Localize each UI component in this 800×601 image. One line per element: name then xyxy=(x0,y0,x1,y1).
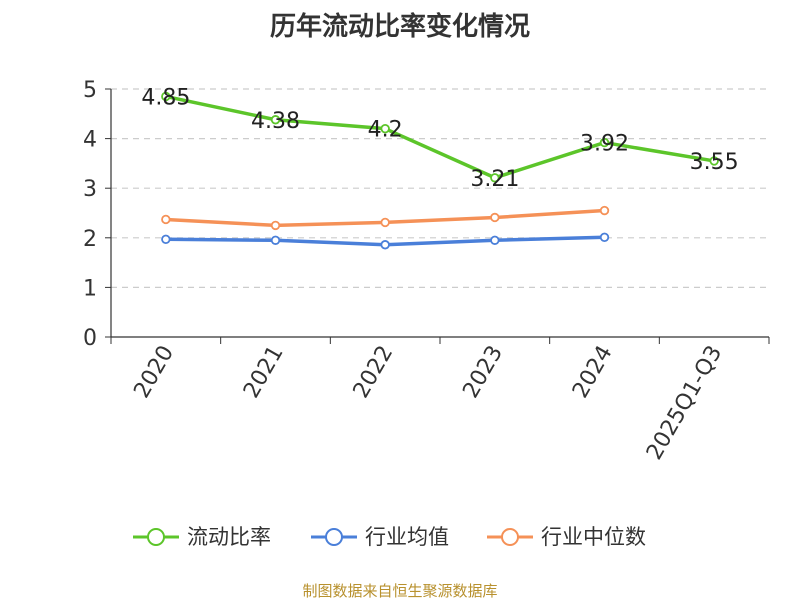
x-tick-label: 2025Q1-Q3 xyxy=(642,342,727,465)
data-point xyxy=(270,115,281,125)
x-tick-label: 2021 xyxy=(239,342,289,403)
legend-label: 流动比率 xyxy=(187,525,271,549)
grid-lines xyxy=(111,88,769,288)
x-tick-label: 2020 xyxy=(129,342,179,403)
x-tick-label: 2023 xyxy=(458,342,508,403)
data-label: 3.92 xyxy=(580,132,629,157)
data-point xyxy=(161,214,171,225)
data-point xyxy=(161,91,171,102)
axes: 0 1 2 3 4 5 2020 2021 2022 2023 2024 2025Q1-Q3 xyxy=(83,78,770,465)
data-label: 3.55 xyxy=(690,150,739,175)
data-label: 3.21 xyxy=(470,167,519,192)
legend-item-industry-mean[interactable]: 行业均值 xyxy=(311,522,471,552)
y-tick-label: 3 xyxy=(83,177,97,202)
data-label: 4.85 xyxy=(141,85,190,110)
data-point xyxy=(490,173,500,183)
legend-item-industry-median[interactable]: 行业中位数 xyxy=(487,522,677,552)
series-lines xyxy=(161,91,719,250)
data-point xyxy=(270,235,281,245)
data-point xyxy=(380,217,390,228)
data-point xyxy=(380,240,390,250)
source-note: 制图数据来自恒生聚源数据库 xyxy=(302,582,498,600)
legend-label: 行业中位数 xyxy=(541,525,646,549)
y-tick-label: 1 xyxy=(83,276,97,301)
data-label: 4.2 xyxy=(368,118,403,143)
y-tick-label: 2 xyxy=(83,227,97,252)
x-tick-label: 2024 xyxy=(568,342,618,403)
data-point xyxy=(161,234,171,244)
y-tick-label: 0 xyxy=(83,326,97,351)
series-line xyxy=(165,94,715,180)
y-tick-label: 5 xyxy=(83,78,97,103)
x-tick-label: 2022 xyxy=(349,342,399,403)
data-point xyxy=(490,212,500,223)
data-point xyxy=(599,137,610,148)
data-point xyxy=(599,205,610,216)
data-point xyxy=(709,156,719,166)
data-point xyxy=(270,220,281,231)
data-labels: 4.85 4.38 4.2 3.21 3.92 3.55 xyxy=(141,85,738,191)
data-point xyxy=(380,123,390,134)
y-tick-label: 4 xyxy=(83,128,97,153)
data-label: 4.38 xyxy=(251,109,300,134)
legend-line-marker xyxy=(133,528,179,546)
data-point xyxy=(599,232,610,243)
legend-label: 行业均值 xyxy=(365,525,449,549)
data-point xyxy=(490,235,500,245)
legend-line-marker xyxy=(487,528,533,546)
legend-item-current-ratio[interactable]: 流动比率 xyxy=(133,522,293,552)
chart-title: 历年流动比率变化情况 xyxy=(269,12,530,42)
legend-line-marker xyxy=(311,528,357,546)
